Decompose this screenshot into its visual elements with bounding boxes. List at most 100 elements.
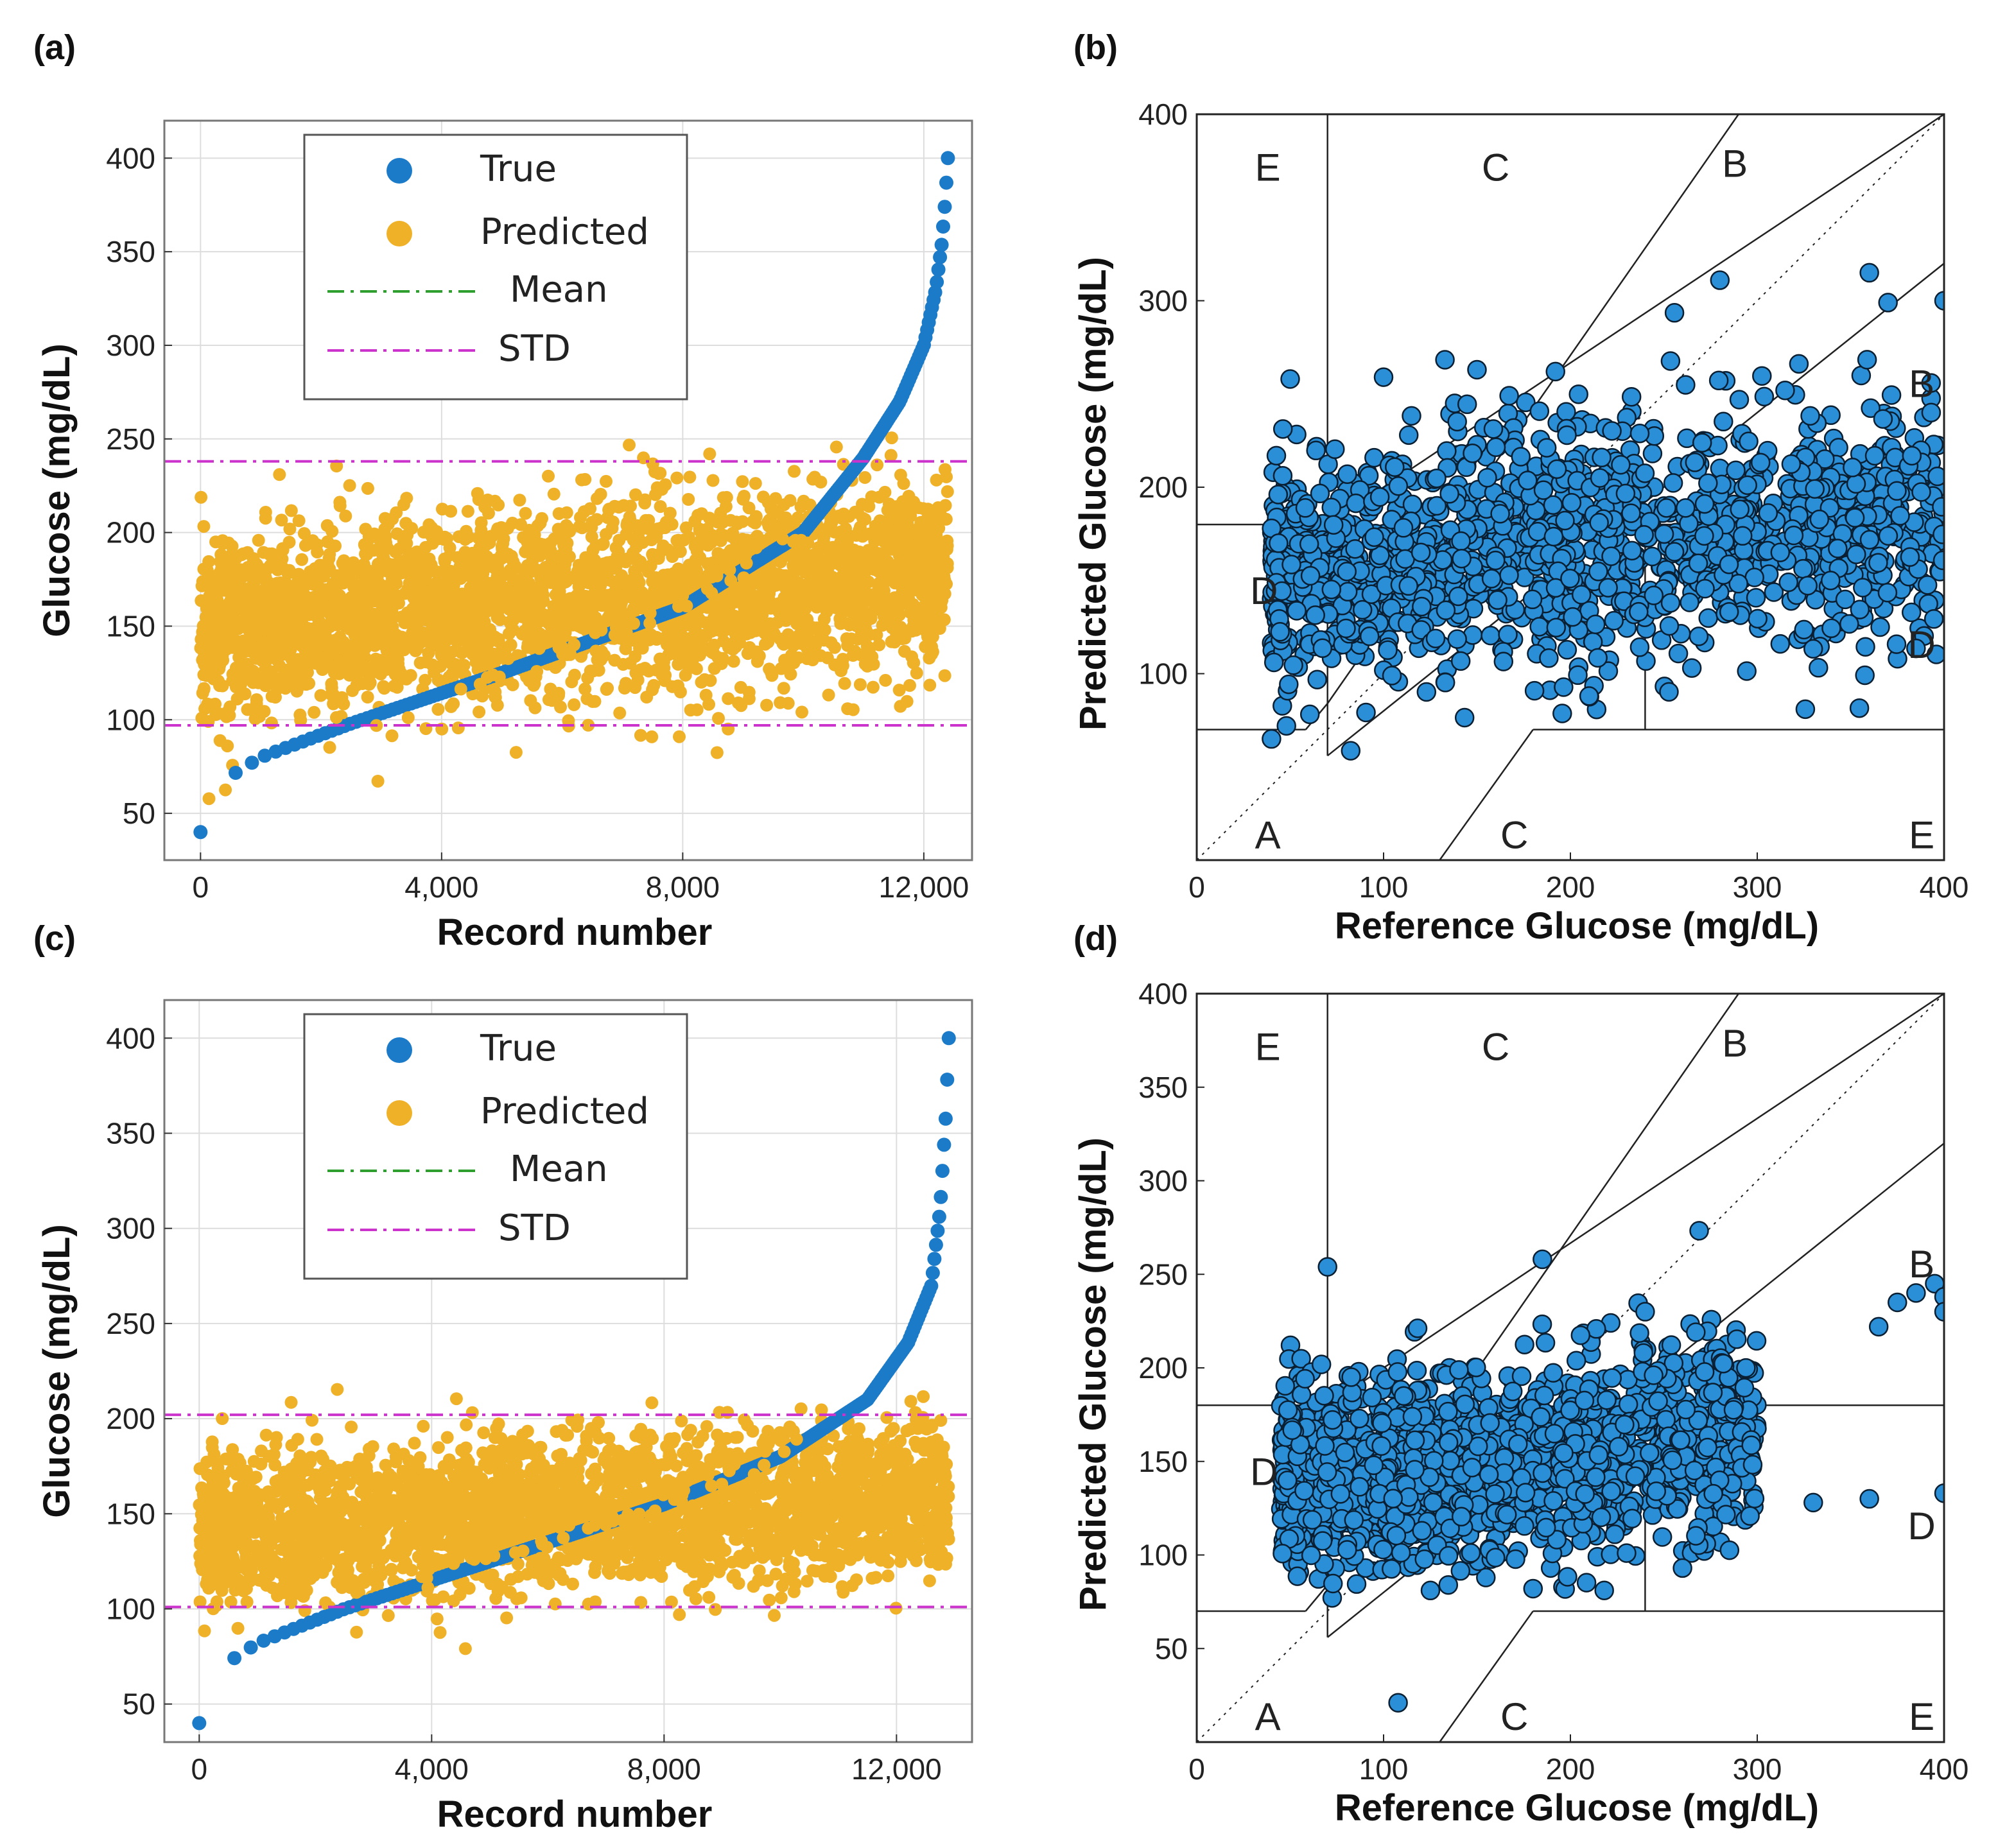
predicted-point <box>400 566 413 579</box>
scatter-point <box>1447 411 1467 432</box>
predicted-point <box>894 531 908 545</box>
true-point <box>937 200 952 214</box>
scatter-point <box>1784 525 1804 546</box>
predicted-point <box>642 514 656 527</box>
scatter-point <box>1821 571 1841 591</box>
x-tick-label: 300 <box>1733 870 1782 904</box>
predicted-point <box>454 572 467 585</box>
scatter-point <box>1794 619 1814 640</box>
predicted-point <box>483 626 496 639</box>
zone-label: E <box>1255 146 1281 189</box>
predicted-point <box>473 705 486 719</box>
predicted-point <box>655 521 668 535</box>
predicted-point <box>530 594 543 607</box>
predicted-point <box>849 505 862 519</box>
scatter-point <box>1539 648 1559 668</box>
scatter-point <box>1859 263 1879 283</box>
predicted-point <box>810 634 824 648</box>
scatter-point <box>1861 398 1881 419</box>
predicted-point <box>885 542 898 556</box>
scatter-point <box>1890 506 1910 526</box>
scatter-point <box>1516 392 1536 413</box>
predicted-point <box>586 544 600 557</box>
predicted-point <box>928 537 942 551</box>
predicted-point <box>617 589 630 602</box>
predicted-point <box>904 539 917 553</box>
scatter-point <box>1592 447 1611 468</box>
scatter-point <box>1775 380 1795 401</box>
predicted-point <box>400 492 413 505</box>
predicted-point <box>580 600 593 613</box>
predicted-point <box>390 506 403 519</box>
predicted-point <box>774 604 787 617</box>
predicted-point <box>492 498 505 512</box>
scatter-point <box>1269 533 1289 553</box>
predicted-point <box>552 687 566 700</box>
predicted-point <box>359 610 372 624</box>
scatter-point <box>1886 634 1907 654</box>
predicted-point <box>445 657 458 671</box>
scatter-point <box>1393 518 1414 538</box>
predicted-point <box>941 485 954 498</box>
scatter-point <box>1881 385 1902 405</box>
predicted-point <box>764 666 777 678</box>
predicted-point <box>742 686 756 699</box>
predicted-point <box>482 506 495 520</box>
scatter-point <box>1571 585 1592 605</box>
predicted-point <box>333 589 346 602</box>
scatter-point <box>1615 483 1636 504</box>
predicted-point <box>458 601 471 615</box>
predicted-point <box>354 621 368 634</box>
scatter-point <box>1402 494 1423 515</box>
predicted-point <box>904 566 917 580</box>
predicted-point <box>343 668 356 682</box>
predicted-point <box>923 678 937 692</box>
predicted-point <box>623 438 636 452</box>
predicted-point <box>562 521 575 535</box>
scatter-point <box>1352 600 1373 620</box>
predicted-point <box>492 603 505 616</box>
predicted-point <box>325 677 338 691</box>
true-point <box>193 825 208 840</box>
scatter-point <box>1402 406 1421 426</box>
predicted-point <box>253 710 266 723</box>
panel-label: (c) <box>33 919 76 958</box>
predicted-point <box>930 473 943 487</box>
predicted-point <box>667 567 681 580</box>
scatter-point <box>1270 622 1290 642</box>
predicted-point <box>938 669 951 682</box>
predicted-point <box>250 693 263 706</box>
predicted-point <box>618 682 631 695</box>
scatter-point <box>1737 475 1757 496</box>
scatter-point <box>1900 547 1920 567</box>
predicted-point <box>466 552 480 565</box>
legend-box <box>303 134 688 401</box>
predicted-point <box>522 630 535 643</box>
scatter-point <box>1601 546 1621 566</box>
scatter-point <box>1629 423 1650 444</box>
scatter-point <box>1518 471 1538 490</box>
legend-label: True <box>480 148 557 190</box>
predicted-point <box>925 592 938 606</box>
predicted-point <box>750 645 763 659</box>
predicted-point <box>594 597 607 610</box>
scatter-point <box>1659 682 1679 702</box>
predicted-point <box>405 522 419 535</box>
x-tick-label: 400 <box>1920 870 1969 904</box>
scatter-point <box>1533 480 1554 500</box>
predicted-point <box>781 628 795 641</box>
predicted-point <box>634 729 647 742</box>
predicted-point <box>347 581 360 594</box>
predicted-point <box>844 600 857 614</box>
predicted-point <box>701 557 715 571</box>
legend-true-marker <box>387 158 412 184</box>
predicted-point <box>616 658 630 671</box>
predicted-point <box>339 509 352 522</box>
predicted-point <box>275 514 288 527</box>
predicted-point <box>841 702 855 716</box>
y-tick-label: 100 <box>1138 657 1188 691</box>
scatter-point <box>1488 590 1507 610</box>
predicted-point <box>585 521 598 534</box>
scatter-point <box>1427 496 1447 516</box>
predicted-point <box>337 697 351 711</box>
